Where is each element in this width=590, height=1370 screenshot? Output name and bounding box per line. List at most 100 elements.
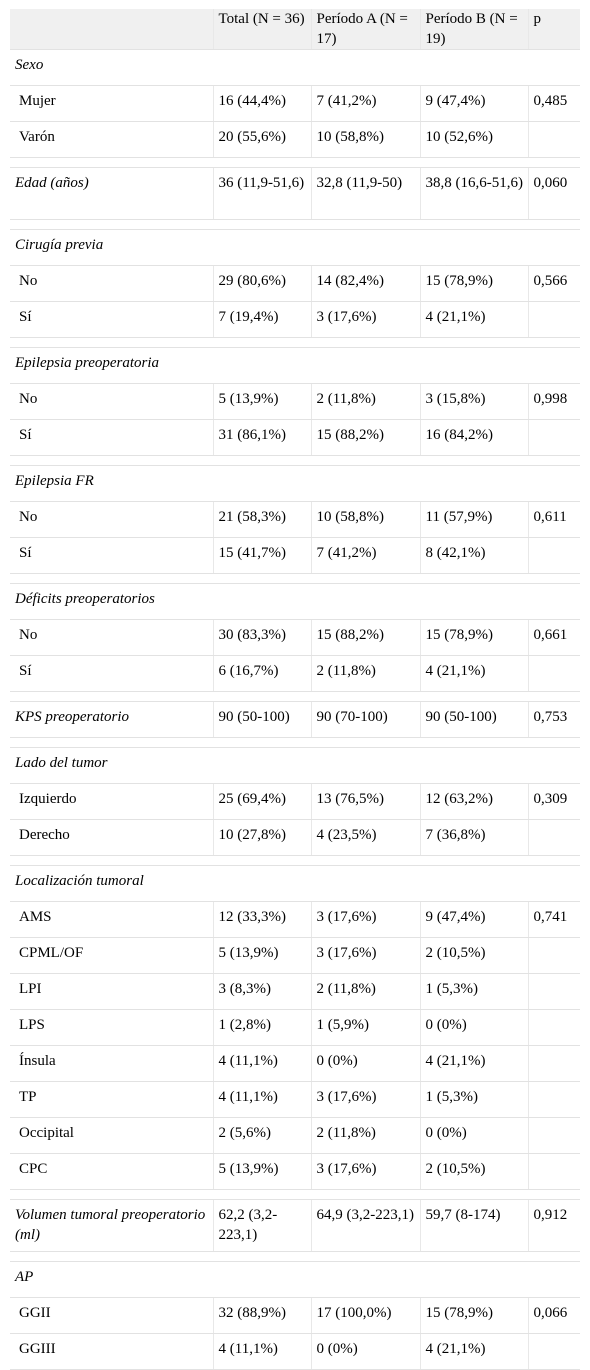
table-row: CPML/OF 5 (13,9%) 3 (17,6%) 2 (10,5%) bbox=[10, 937, 580, 974]
cell-total: 21 (58,3%) bbox=[213, 501, 312, 538]
row-label: LPI bbox=[10, 973, 214, 1010]
section-title: Epilepsia FR bbox=[10, 465, 580, 502]
row-label: No bbox=[10, 265, 214, 302]
spacer-row bbox=[10, 157, 580, 168]
cell-total: 20 (55,6%) bbox=[213, 121, 312, 158]
variable-row: KPS preoperatorio 90 (50-100) 90 (70-100… bbox=[10, 701, 580, 738]
section-title: Epilepsia preoperatoria bbox=[10, 347, 580, 384]
spacer-row bbox=[10, 219, 580, 230]
table-row: Sí 31 (86,1%) 15 (88,2%) 16 (84,2%) bbox=[10, 419, 580, 456]
cell-periodo-a: 2 (11,8%) bbox=[311, 1117, 421, 1154]
section-row: AP bbox=[10, 1261, 580, 1298]
row-label: Izquierdo bbox=[10, 783, 214, 820]
cell-total: 10 (27,8%) bbox=[213, 819, 312, 856]
cell-periodo-a: 2 (11,8%) bbox=[311, 655, 421, 692]
cell-periodo-b: 0 (0%) bbox=[420, 1117, 529, 1154]
cell-p: 0,753 bbox=[528, 701, 580, 738]
header-cell-p: p bbox=[528, 9, 580, 50]
cell-periodo-a: 4 (23,5%) bbox=[311, 819, 421, 856]
cell-total: 5 (13,9%) bbox=[213, 937, 312, 974]
cell-p bbox=[528, 1009, 580, 1046]
row-label: GGII bbox=[10, 1297, 214, 1334]
cell-total: 6 (16,7%) bbox=[213, 655, 312, 692]
row-label: AMS bbox=[10, 901, 214, 938]
table-row: AMS 12 (33,3%) 3 (17,6%) 9 (47,4%) 0,741 bbox=[10, 901, 580, 938]
row-label: CPC bbox=[10, 1153, 214, 1190]
cell-total: 90 (50-100) bbox=[213, 701, 312, 738]
cell-total: 7 (19,4%) bbox=[213, 301, 312, 338]
cell-p bbox=[528, 419, 580, 456]
table-row: Sí 15 (41,7%) 7 (41,2%) 8 (42,1%) bbox=[10, 537, 580, 574]
cell-p: 0,066 bbox=[528, 1297, 580, 1334]
table-row: Sí 7 (19,4%) 3 (17,6%) 4 (21,1%) bbox=[10, 301, 580, 338]
cell-total: 30 (83,3%) bbox=[213, 619, 312, 656]
cell-periodo-b: 1 (5,3%) bbox=[420, 973, 529, 1010]
section-row: Cirugía previa bbox=[10, 229, 580, 266]
cell-periodo-a: 13 (76,5%) bbox=[311, 783, 421, 820]
cell-total: 3 (8,3%) bbox=[213, 973, 312, 1010]
table-row: No 5 (13,9%) 2 (11,8%) 3 (15,8%) 0,998 bbox=[10, 383, 580, 420]
cell-periodo-a: 1 (5,9%) bbox=[311, 1009, 421, 1046]
cell-total: 4 (11,1%) bbox=[213, 1045, 312, 1082]
section-row: Déficits preoperatorios bbox=[10, 583, 580, 620]
section-row: Epilepsia FR bbox=[10, 465, 580, 502]
cell-total: 32 (88,9%) bbox=[213, 1297, 312, 1334]
section-row: Epilepsia preoperatoria bbox=[10, 347, 580, 384]
cell-p: 0,912 bbox=[528, 1199, 580, 1252]
cell-total: 4 (11,1%) bbox=[213, 1081, 312, 1118]
cell-total: 29 (80,6%) bbox=[213, 265, 312, 302]
row-label: CPML/OF bbox=[10, 937, 214, 974]
demographics-table: Total (N = 36) Período A (N = 17) Períod… bbox=[10, 9, 580, 1370]
cell-periodo-b: 12 (63,2%) bbox=[420, 783, 529, 820]
spacer-row bbox=[10, 737, 580, 748]
table-row: No 30 (83,3%) 15 (88,2%) 15 (78,9%) 0,66… bbox=[10, 619, 580, 656]
cell-periodo-b: 9 (47,4%) bbox=[420, 901, 529, 938]
cell-periodo-a: 17 (100,0%) bbox=[311, 1297, 421, 1334]
table-row: GGII 32 (88,9%) 17 (100,0%) 15 (78,9%) 0… bbox=[10, 1297, 580, 1334]
row-label: Ínsula bbox=[10, 1045, 214, 1082]
table-row: Occipital 2 (5,6%) 2 (11,8%) 0 (0%) bbox=[10, 1117, 580, 1154]
section-row: Sexo bbox=[10, 49, 580, 86]
row-label: GGIII bbox=[10, 1333, 214, 1370]
cell-periodo-b: 15 (78,9%) bbox=[420, 1297, 529, 1334]
table-row: CPC 5 (13,9%) 3 (17,6%) 2 (10,5%) bbox=[10, 1153, 580, 1190]
cell-periodo-a: 7 (41,2%) bbox=[311, 85, 421, 122]
cell-p: 0,741 bbox=[528, 901, 580, 938]
row-label: No bbox=[10, 501, 214, 538]
row-label: Sí bbox=[10, 419, 214, 456]
cell-periodo-a: 10 (58,8%) bbox=[311, 121, 421, 158]
section-row: Localización tumoral bbox=[10, 865, 580, 902]
row-label: Mujer bbox=[10, 85, 214, 122]
section-title: Lado del tumor bbox=[10, 747, 580, 784]
cell-periodo-a: 32,8 (11,9-50) bbox=[311, 167, 421, 220]
row-label: LPS bbox=[10, 1009, 214, 1046]
row-label: No bbox=[10, 383, 214, 420]
spacer-row bbox=[10, 1189, 580, 1200]
cell-total: 4 (11,1%) bbox=[213, 1333, 312, 1370]
cell-periodo-b: 90 (50-100) bbox=[420, 701, 529, 738]
spacer-row bbox=[10, 455, 580, 466]
cell-p bbox=[528, 1333, 580, 1370]
cell-p: 0,309 bbox=[528, 783, 580, 820]
table-row: No 29 (80,6%) 14 (82,4%) 15 (78,9%) 0,56… bbox=[10, 265, 580, 302]
cell-total: 15 (41,7%) bbox=[213, 537, 312, 574]
row-label: Sí bbox=[10, 301, 214, 338]
cell-p: 0,611 bbox=[528, 501, 580, 538]
cell-total: 31 (86,1%) bbox=[213, 419, 312, 456]
cell-periodo-b: 4 (21,1%) bbox=[420, 1045, 529, 1082]
header-cell-periodo-a: Período A (N = 17) bbox=[311, 9, 421, 50]
cell-periodo-a: 2 (11,8%) bbox=[311, 383, 421, 420]
cell-periodo-b: 3 (15,8%) bbox=[420, 383, 529, 420]
cell-total: 12 (33,3%) bbox=[213, 901, 312, 938]
cell-p bbox=[528, 819, 580, 856]
variable-row: Volumen tumoral preoperatorio (ml) 62,2 … bbox=[10, 1199, 580, 1252]
header-row: Total (N = 36) Período A (N = 17) Períod… bbox=[10, 9, 580, 50]
table-row: Sí 6 (16,7%) 2 (11,8%) 4 (21,1%) bbox=[10, 655, 580, 692]
spacer-row bbox=[10, 573, 580, 584]
table-row: Mujer 16 (44,4%) 7 (41,2%) 9 (47,4%) 0,4… bbox=[10, 85, 580, 122]
cell-periodo-b: 15 (78,9%) bbox=[420, 265, 529, 302]
cell-periodo-a: 15 (88,2%) bbox=[311, 419, 421, 456]
table-row: GGIII 4 (11,1%) 0 (0%) 4 (21,1%) bbox=[10, 1333, 580, 1370]
cell-periodo-b: 9 (47,4%) bbox=[420, 85, 529, 122]
cell-periodo-a: 14 (82,4%) bbox=[311, 265, 421, 302]
